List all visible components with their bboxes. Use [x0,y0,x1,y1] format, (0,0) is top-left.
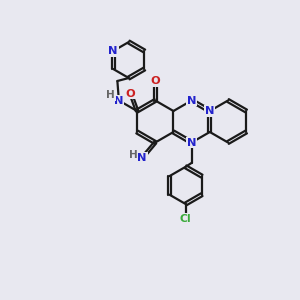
Text: N: N [187,95,196,106]
Text: O: O [126,88,136,98]
Text: N: N [187,137,196,148]
Text: N: N [137,153,147,163]
Text: H: H [129,150,137,160]
Text: N: N [114,95,124,106]
Text: N: N [205,106,214,116]
Text: Cl: Cl [180,214,191,224]
Text: N: N [108,46,118,56]
Text: H: H [106,90,115,100]
Text: O: O [150,76,160,86]
